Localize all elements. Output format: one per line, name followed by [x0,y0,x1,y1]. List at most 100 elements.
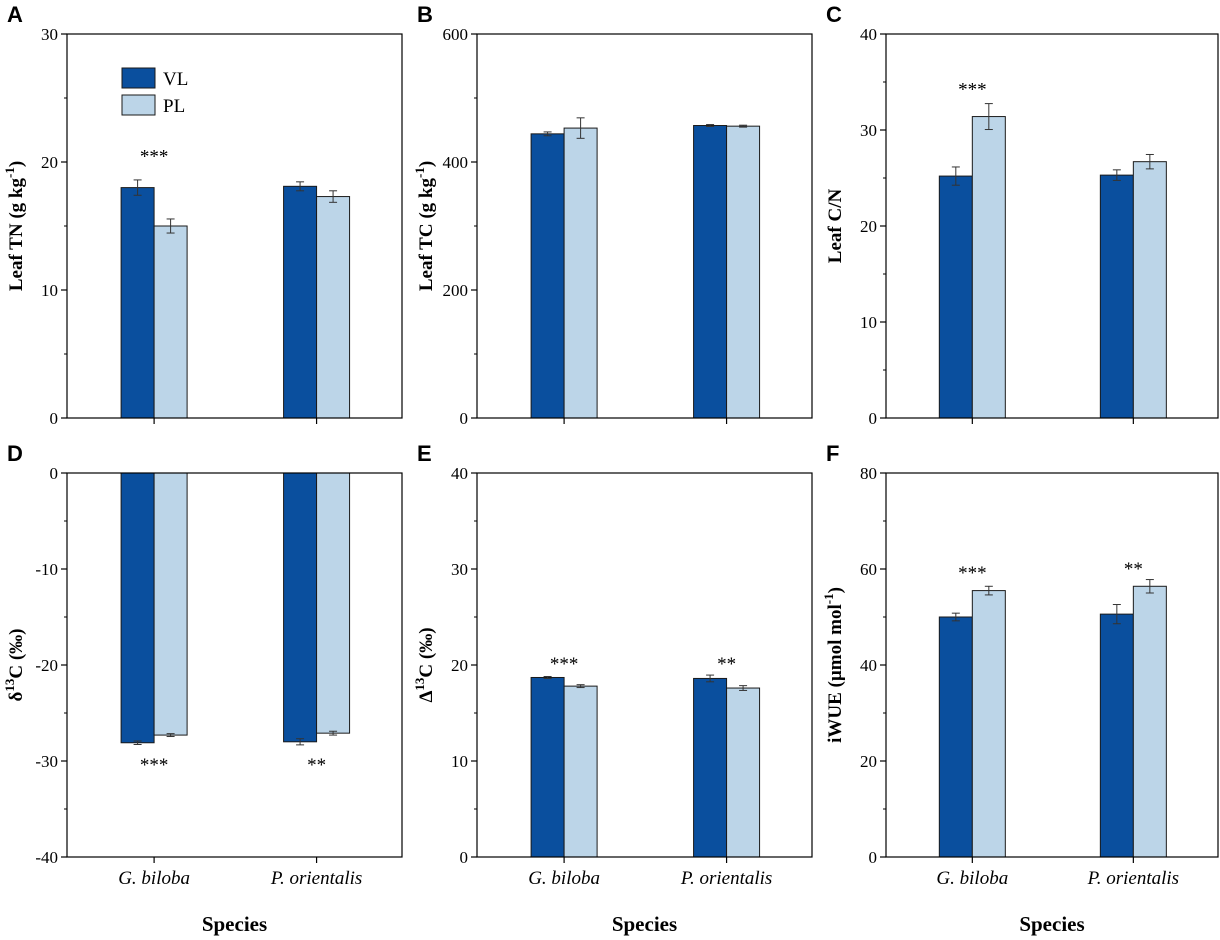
legend: VL PL [121,67,188,117]
legend-swatch-vl [121,67,156,89]
panel-e: E 0 10 20 30 40 G. biloba P. orientalis Species Δ… [412,441,813,936]
x-category-label: G. biloba [118,868,190,889]
bar-vl-1 [693,677,728,858]
error-bar [706,674,715,683]
y-tick-label: -30 [35,752,58,771]
error-bar [1145,153,1154,170]
panel-a: A 0 10 20 30 Leaf TN (g kg-1) *** VL PL [2,2,403,428]
y-tick-label: 40 [451,464,468,483]
y-tick-label: -10 [35,560,58,579]
panel-d: D -40 -30 -20 -10 0 G. biloba P. orientalis Spec… [2,441,403,936]
plot-frame [476,472,813,858]
y-tick-label: 20 [41,153,58,172]
bar-pl-1 [316,196,351,419]
y-tick-label: 10 [860,313,877,332]
significance-label: *** [958,563,987,584]
error-bar [1112,604,1121,625]
plot-frame [66,33,403,419]
y-tick-label: 30 [860,121,877,140]
x-category-label: G. biloba [936,868,1008,889]
significance-label: *** [958,80,987,101]
significance-label: ** [307,755,326,776]
error-bar [133,740,142,745]
y-tick-label: 0 [50,464,59,483]
panel-letter: F [826,441,839,466]
legend-label-pl: PL [163,96,185,117]
plot-frame [476,33,813,419]
y-axis-title: Leaf TN (g kg-1) [2,161,27,291]
y-axis-title: iWUE (µmol mol-1) [821,587,846,743]
error-bar [166,733,175,738]
x-category-label: P. orientalis [680,868,773,889]
y-tick-label: 20 [860,752,877,771]
x-axis-title: Species [1019,912,1084,936]
y-tick-label: 0 [460,409,469,428]
bar-vl-0 [938,175,973,419]
panel-letter: A [7,2,23,27]
error-bar [296,181,305,192]
error-bar [543,676,552,679]
panel-b: B 0 200 400 600 Leaf TC (g kg-1) [412,2,813,428]
bar-vl-0 [530,676,565,858]
bar-pl-0 [153,225,188,419]
y-tick-label: 20 [451,656,468,675]
bar-vl-1 [283,472,318,743]
error-bar [739,124,748,128]
error-bar [329,190,338,203]
bar-vl-0 [530,133,565,419]
bar-pl-1 [316,472,351,734]
error-bar [984,585,993,596]
error-bar [984,103,993,131]
significance-label: ** [717,654,736,675]
bar-vl-0 [938,616,973,858]
y-tick-label: 0 [869,409,878,428]
panel-letter: E [417,441,432,466]
error-bar [1112,169,1121,181]
panel-letter: B [417,2,433,27]
bar-pl-1 [1132,585,1167,858]
significance-label: *** [550,654,579,675]
y-tick-label: 60 [860,560,877,579]
y-axis-title: Leaf TC (g kg-1) [412,161,437,291]
error-bar [951,166,960,186]
x-category-label: P. orientalis [270,868,363,889]
error-bar [576,684,585,689]
bar-pl-0 [563,127,598,419]
y-tick-label: 10 [451,752,468,771]
y-tick-label: 30 [451,560,468,579]
bar-vl-1 [693,125,728,419]
significance-label: *** [140,755,169,776]
panel-f: F 0 20 40 60 80 G. biloba P. orientalis Species i… [821,441,1219,936]
panel-letter: D [7,441,23,466]
bar-pl-1 [726,687,761,858]
plot-frame [66,472,403,858]
bar-vl-0 [120,187,155,419]
bar-pl-0 [563,685,598,858]
legend-swatch-pl [121,94,156,116]
y-tick-label: 20 [860,217,877,236]
legend-label-vl: VL [163,69,188,90]
error-bar [576,117,585,139]
error-bar [329,730,338,736]
error-bar [1145,579,1154,594]
bar-pl-1 [726,125,761,419]
y-tick-label: 10 [41,281,58,300]
y-axis-title: δ13C (‰) [2,628,27,701]
bar-pl-1 [1132,161,1167,419]
error-bar [133,179,142,196]
error-bar [166,218,175,234]
panel-c: C 0 10 20 30 40 Leaf C/N *** [825,2,1219,428]
y-tick-label: 30 [41,25,58,44]
error-bar [739,685,748,691]
plot-frame [885,33,1219,419]
x-category-label: G. biloba [528,868,600,889]
y-tick-label: -40 [35,848,58,867]
y-tick-label: 0 [869,848,878,867]
bar-pl-0 [153,472,188,736]
y-axis-title: Leaf C/N [825,189,846,264]
bar-pl-0 [971,590,1006,858]
x-axis-title: Species [612,912,677,936]
error-bar [951,612,960,622]
x-category-label: P. orientalis [1087,868,1180,889]
bar-pl-0 [971,116,1006,419]
